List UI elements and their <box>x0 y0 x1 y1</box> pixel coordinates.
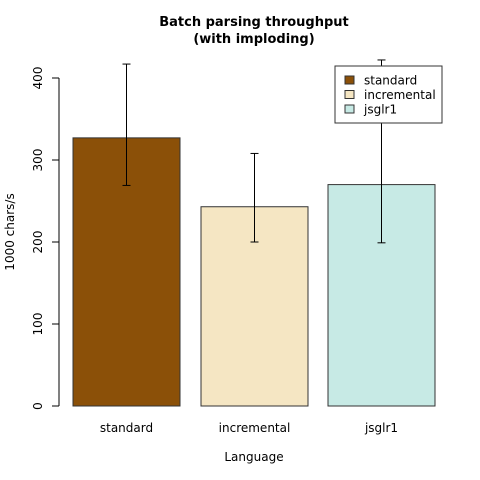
bars-group <box>72 137 436 407</box>
chart-title-line-2: (with imploding) <box>193 32 314 47</box>
x-tick-label-jsglr1: jsglr1 <box>364 421 398 435</box>
x-axis-label: Language <box>224 450 283 464</box>
y-tick-label-300: 300 <box>31 149 45 172</box>
legend-swatch-standard <box>344 75 355 85</box>
chart-title-line-1: Batch parsing throughput <box>159 15 349 30</box>
legend-label-incremental: incremental <box>364 88 436 102</box>
y-axis-label: 1000 chars/s <box>3 193 17 270</box>
legend-swatch-incremental <box>344 90 355 99</box>
y-tick-label-200: 200 <box>31 231 45 254</box>
legend-swatch-jsglr1 <box>344 104 355 114</box>
y-tick-label-400: 400 <box>31 67 45 90</box>
y-tick-label-0: 0 <box>31 402 45 410</box>
legend-label-standard: standard <box>364 74 417 88</box>
x-tick-label-incremental: incremental <box>219 421 291 435</box>
legend-label-jsglr1: jsglr1 <box>363 103 397 117</box>
y-tick-label-100: 100 <box>31 313 45 336</box>
y-axis: 0 100 200 300 400 <box>31 67 60 410</box>
x-tick-label-standard: standard <box>100 421 153 435</box>
x-tick-labels: standard incremental jsglr1 <box>100 421 398 435</box>
